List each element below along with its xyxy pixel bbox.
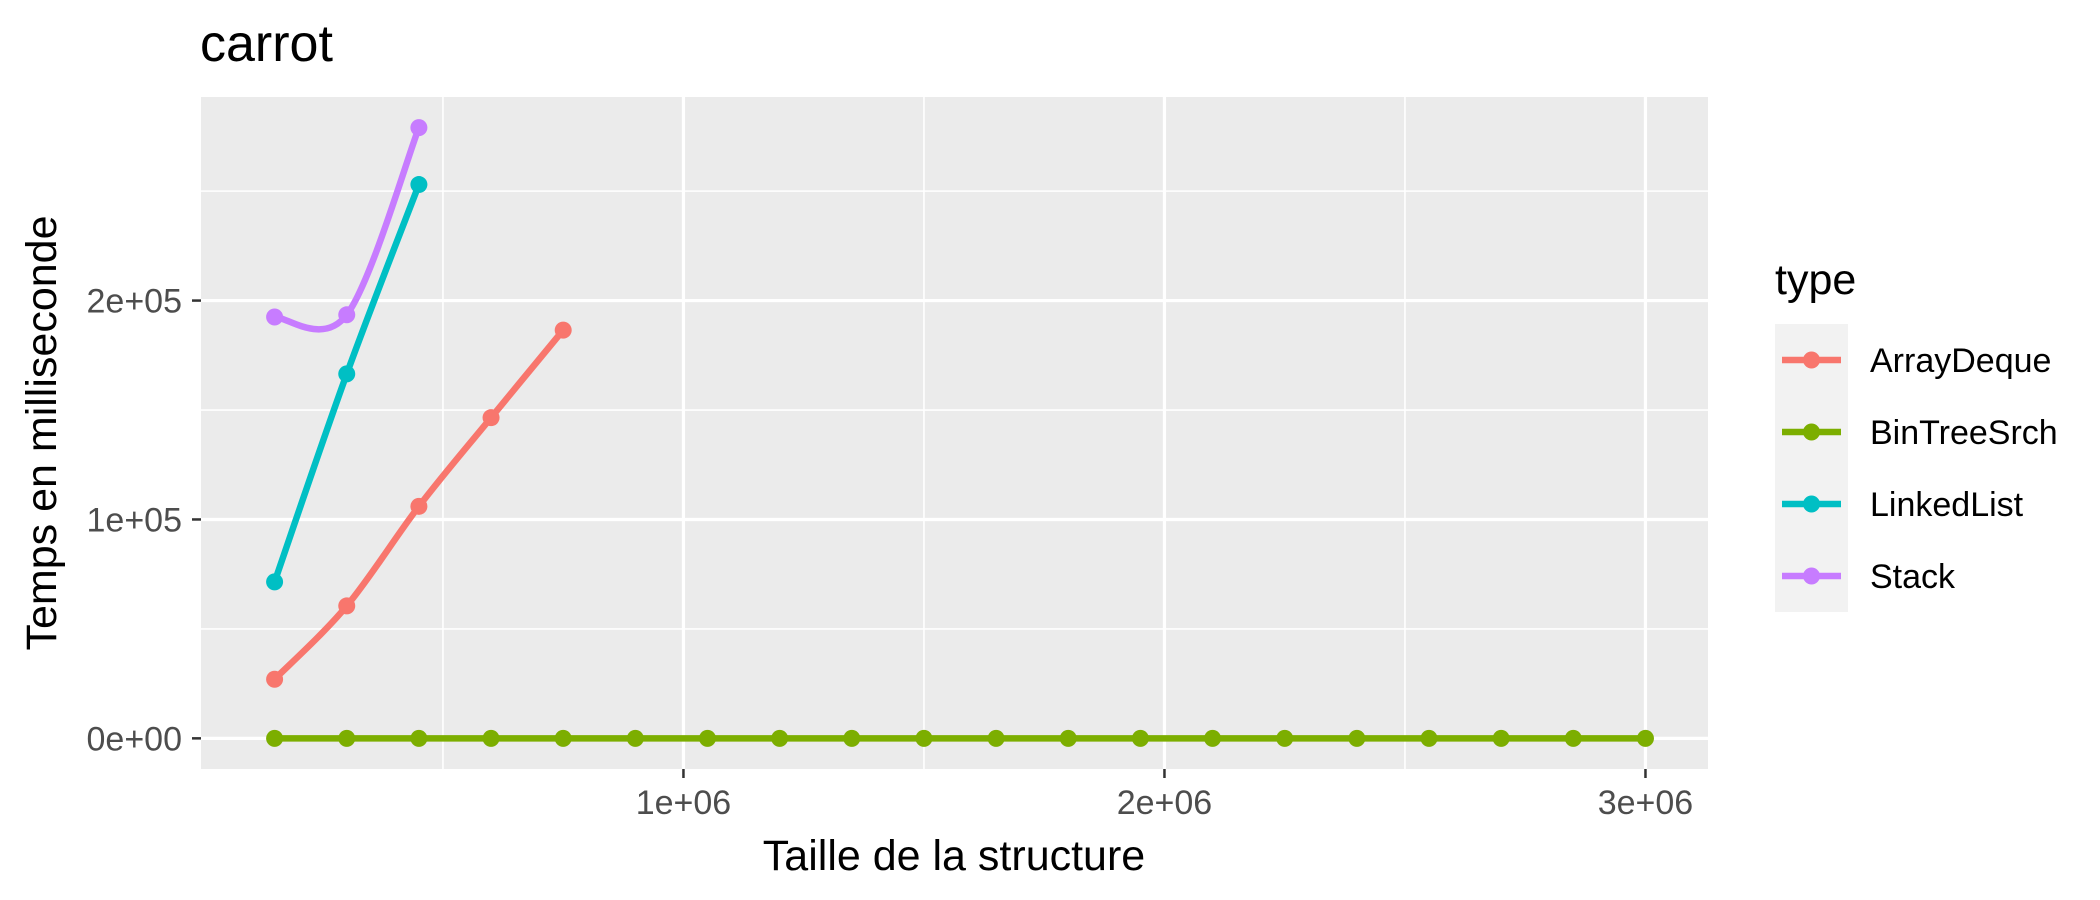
data-point-bintreesrch	[410, 729, 428, 747]
legend-item-arraydeque: ArrayDeque	[1782, 342, 2051, 380]
legend-label-linkedlist: LinkedList	[1870, 486, 2024, 524]
data-point-stack	[410, 119, 428, 137]
data-point-bintreesrch	[554, 729, 572, 747]
x-tick-label: 2e+06	[1117, 784, 1213, 822]
data-point-arraydeque	[554, 321, 572, 339]
data-point-bintreesrch	[987, 729, 1005, 747]
data-point-linkedlist	[266, 573, 284, 591]
data-point-bintreesrch	[482, 729, 500, 747]
data-point-arraydeque	[338, 597, 356, 615]
data-point-arraydeque	[410, 497, 428, 515]
data-point-bintreesrch	[1564, 729, 1582, 747]
legend-title: type	[1775, 256, 1856, 304]
data-point-bintreesrch	[338, 729, 356, 747]
data-point-bintreesrch	[915, 729, 933, 747]
data-point-bintreesrch	[1420, 729, 1438, 747]
data-point-bintreesrch	[626, 729, 644, 747]
series-bintreesrch	[266, 729, 1654, 747]
data-point-bintreesrch	[1492, 729, 1510, 747]
data-point-bintreesrch	[771, 729, 789, 747]
series-line-stack	[271, 124, 423, 333]
y-tick-label: 2e+05	[87, 283, 183, 321]
series-layer	[266, 119, 1654, 747]
y-tick-label: 1e+05	[87, 501, 183, 539]
plot-panel	[201, 97, 1708, 769]
legend-label-arraydeque: ArrayDeque	[1870, 342, 2051, 380]
data-point-arraydeque	[482, 409, 500, 427]
data-point-bintreesrch	[1059, 729, 1077, 747]
data-point-bintreesrch	[1204, 729, 1222, 747]
legend-key-point-bintreesrch	[1803, 423, 1820, 441]
data-point-linkedlist	[410, 176, 428, 194]
x-tick-label: 3e+06	[1598, 784, 1694, 822]
data-point-bintreesrch	[699, 729, 717, 747]
legend-label-bintreesrch: BinTreeSrch	[1870, 414, 2058, 452]
series-stack	[266, 119, 428, 333]
axes: 1e+06 2e+06 3e+06 0e+00 1e+05 2e+05	[87, 283, 1694, 822]
x-tick-label: 1e+06	[636, 784, 732, 822]
chart-title: carrot	[200, 15, 333, 73]
data-point-bintreesrch	[843, 729, 861, 747]
legend: type ArrayDeque BinTreeSrch LinkedList Stac…	[1775, 256, 2058, 612]
data-point-bintreesrch	[1636, 729, 1654, 747]
x-axis-title: Taille de la structure	[763, 832, 1145, 880]
data-point-bintreesrch	[1348, 729, 1366, 747]
series-arraydeque	[266, 321, 572, 688]
y-tick-label: 0e+00	[87, 720, 183, 758]
legend-key-point-stack	[1803, 567, 1820, 585]
legend-item-stack: Stack	[1782, 558, 1956, 596]
data-point-stack	[266, 308, 284, 326]
legend-key-background	[1775, 324, 1848, 612]
data-point-linkedlist	[338, 365, 356, 383]
legend-item-linkedlist: LinkedList	[1782, 486, 2024, 524]
data-point-stack	[338, 306, 356, 324]
legend-key-point-linkedlist	[1803, 495, 1820, 513]
data-point-bintreesrch	[1131, 729, 1149, 747]
legend-item-bintreesrch: BinTreeSrch	[1782, 414, 2058, 452]
y-axis-title: Temps en milliseconde	[18, 216, 66, 651]
series-linkedlist	[266, 176, 428, 591]
data-point-bintreesrch	[266, 729, 284, 747]
data-point-bintreesrch	[1276, 729, 1294, 747]
data-point-arraydeque	[266, 670, 284, 688]
legend-label-stack: Stack	[1870, 558, 1956, 596]
legend-key-point-arraydeque	[1803, 351, 1820, 369]
